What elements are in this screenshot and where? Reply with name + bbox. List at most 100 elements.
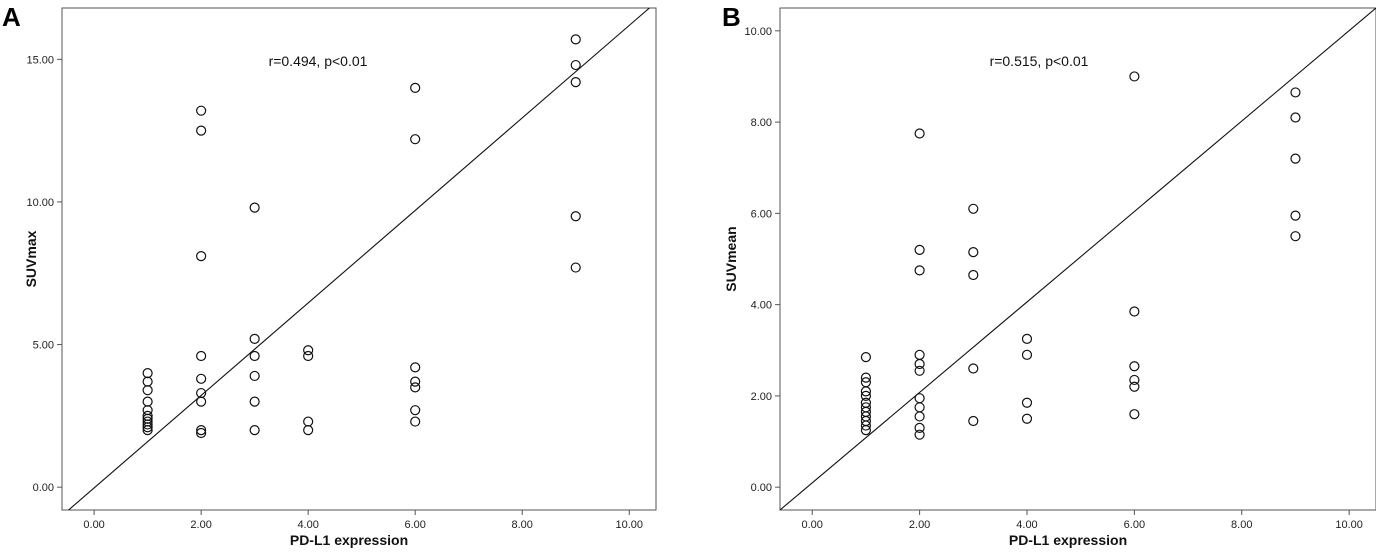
chart-a-point — [303, 345, 314, 356]
chart-a-point — [142, 410, 153, 421]
panel-label-b: B — [722, 2, 741, 32]
chart-a-point — [196, 105, 207, 116]
chart-b-plot-frame — [779, 7, 1376, 511]
chart-b-point — [968, 203, 979, 214]
chart-a-point — [410, 405, 421, 416]
chart-a-point — [410, 134, 421, 145]
chart-b-x-tick-label: 0.00 — [802, 519, 823, 531]
chart-b-y-tick-label: 4.00 — [751, 300, 772, 312]
chart-b-point — [1021, 413, 1033, 424]
chart-b-point — [1129, 409, 1140, 420]
chart-a-point — [196, 373, 207, 384]
chart-a-point — [570, 211, 581, 222]
chart-b-point — [1129, 381, 1140, 392]
chart-b-point — [1021, 397, 1033, 408]
chart-b-fit-line — [780, 8, 1376, 510]
chart-b-point — [860, 397, 872, 408]
chart-a-x-tick-label: 6.00 — [404, 519, 425, 531]
chart-b-y-tick-label: 2.00 — [751, 391, 772, 403]
chart-a-point — [196, 427, 207, 439]
chart-a-point — [142, 367, 153, 379]
chart-b-point — [914, 429, 925, 440]
chart-b-point — [968, 363, 979, 374]
chart-a-point — [142, 376, 153, 387]
chart-a-y-tick-label: 15.00 — [26, 54, 54, 66]
chart-a-point — [142, 416, 153, 427]
chart-a-point — [196, 350, 207, 362]
chart-b-point — [1021, 333, 1033, 344]
chart-a-point — [303, 350, 314, 362]
chart-a-point — [303, 425, 314, 436]
chart-b-point — [914, 128, 925, 139]
chart-a-point — [570, 77, 581, 88]
chart-b-point — [1129, 71, 1140, 82]
chart-a-point — [570, 262, 581, 273]
chart-b-point — [914, 411, 925, 422]
chart-b-point — [1290, 112, 1301, 123]
chart-a-y-tick-label: 10.00 — [26, 197, 54, 209]
chart-b-point — [1129, 306, 1140, 317]
chart-b-x-tick-label: 6.00 — [1124, 519, 1145, 531]
chart-b-y-tick-label: 0.00 — [751, 482, 772, 494]
chart-a-point — [196, 125, 207, 136]
chart-b-point — [914, 393, 925, 404]
chart-b-x-tick-label: 2.00 — [909, 519, 930, 531]
chart-a-annotation: r=0.494, p<0.01 — [269, 53, 368, 69]
chart-a-point — [249, 425, 260, 436]
chart-b-point — [968, 415, 979, 427]
chart-a-point — [570, 34, 581, 45]
chart-a-y-tick-label: 5.00 — [33, 340, 54, 352]
chart-a-x-tick-label: 2.00 — [190, 519, 211, 531]
chart-a-point — [249, 202, 260, 213]
chart-b-annotation: r=0.515, p<0.01 — [990, 53, 1089, 69]
chart-b-y-axis-title: SUVmean — [723, 226, 739, 291]
chart-a-point — [142, 396, 153, 407]
chart-a-y-axis-title: SUVmax — [23, 230, 39, 287]
chart-b-point — [914, 422, 925, 433]
chart-b-point — [1290, 210, 1301, 221]
chart-b-point — [968, 247, 979, 258]
chart-b-point — [968, 269, 979, 281]
chart-a-x-tick-label: 0.00 — [83, 519, 104, 531]
chart-b-point — [1129, 361, 1140, 372]
chart-b-y-tick-label: 6.00 — [751, 208, 772, 220]
chart-b-point — [860, 372, 872, 383]
chart-b-point — [914, 402, 925, 413]
chart-b-point — [1290, 153, 1301, 164]
chart-b-x-tick-label: 8.00 — [1231, 519, 1252, 531]
panel-label-a: A — [2, 2, 21, 32]
chart-a-point — [410, 362, 421, 373]
chart-a-point — [196, 396, 207, 407]
chart-a-point — [196, 251, 207, 262]
chart-a-point — [196, 387, 207, 399]
chart-b-point — [1290, 87, 1301, 98]
chart-a-fit-line — [67, 8, 651, 510]
chart-b-point — [914, 349, 925, 360]
chart-b-point — [914, 365, 925, 376]
chart-a-point — [410, 376, 421, 387]
chart-b-point — [914, 244, 925, 255]
chart-b-x-tick-label: 10.00 — [1335, 519, 1363, 531]
chart-a-y-tick-label: 0.00 — [33, 482, 54, 494]
chart-a-point — [196, 425, 207, 436]
chart-a-x-axis-title: PD-L1 expression — [290, 532, 408, 548]
chart-a-point — [142, 385, 153, 396]
chart-a-point — [410, 382, 421, 393]
chart-b-point — [860, 390, 872, 402]
chart-b-point — [914, 358, 925, 370]
chart-a-point — [142, 405, 153, 416]
chart-b-point — [914, 265, 925, 276]
chart-a-point — [249, 333, 260, 344]
chart-a-point — [249, 370, 260, 382]
chart-a-plot-frame — [61, 7, 657, 511]
chart-b-point — [860, 402, 872, 413]
chart-b-point — [1290, 231, 1301, 242]
chart-a-point — [570, 59, 581, 71]
chart-a-point — [249, 350, 260, 362]
chart-b-x-axis-title: PD-L1 expression — [1009, 532, 1127, 548]
chart-a-point — [410, 416, 421, 427]
chart-b-x-tick-label: 4.00 — [1016, 519, 1037, 531]
chart-b-y-tick-label: 10.00 — [744, 26, 772, 38]
chart-a-x-tick-label: 4.00 — [297, 519, 318, 531]
